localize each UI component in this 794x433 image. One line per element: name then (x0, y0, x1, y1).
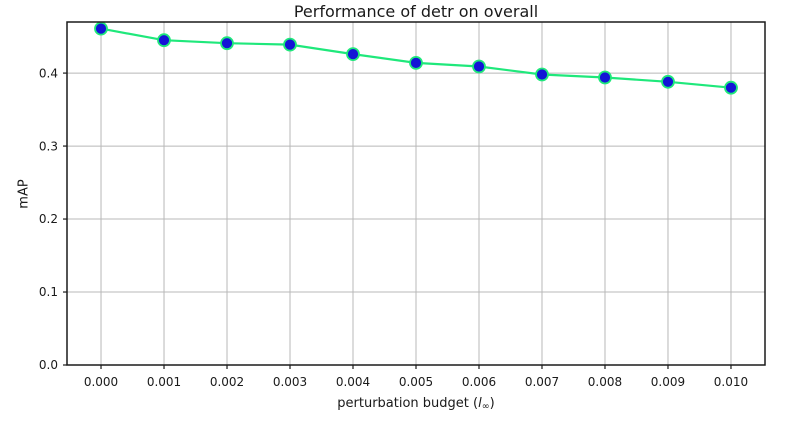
data-point (157, 33, 171, 48)
x-axis-label-variable: l (478, 396, 482, 411)
data-point (598, 70, 612, 85)
x-axis-label: perturbation budget (l∞) (67, 396, 765, 412)
data-point (535, 67, 549, 82)
x-tick-label: 0.010 (714, 375, 748, 389)
x-axis-label-subscript: ∞ (481, 401, 490, 412)
x-tick-label: 0.008 (588, 375, 622, 389)
x-tick-label: 0.000 (84, 375, 118, 389)
x-tick-label: 0.002 (210, 375, 244, 389)
y-tick-label: 0.0 (39, 358, 58, 372)
data-point (409, 56, 423, 70)
chart-title: Performance of detr on overall (293, 2, 539, 21)
data-point (283, 37, 297, 52)
data-point (724, 80, 738, 95)
y-tick-label: 0.4 (39, 66, 58, 80)
data-point (472, 59, 486, 74)
y-tick-label: 0.1 (39, 285, 58, 299)
x-tick-label: 0.005 (399, 375, 433, 389)
x-tick-label: 0.003 (273, 375, 307, 389)
data-point (346, 47, 360, 61)
x-tick-label: 0.004 (336, 375, 370, 389)
series-group (94, 22, 738, 95)
y-tick-label: 0.2 (39, 212, 58, 226)
x-tick-label: 0.006 (462, 375, 496, 389)
data-point (661, 74, 675, 89)
y-axis-label: mAP (16, 179, 32, 209)
x-axis-label-close-paren: ) (489, 396, 495, 411)
data-point (220, 36, 234, 51)
x-tick-label: 0.007 (525, 375, 559, 389)
x-tick-label: 0.001 (147, 375, 181, 389)
x-axis-label-text: perturbation budget ( (337, 396, 479, 411)
data-point (94, 22, 108, 36)
x-tick-label: 0.009 (651, 375, 685, 389)
y-tick-label: 0.3 (39, 139, 58, 153)
